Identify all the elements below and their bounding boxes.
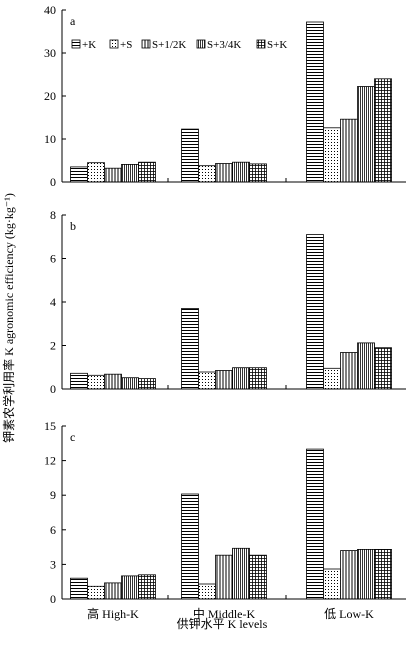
y-tick-label-a-0: 0	[50, 175, 56, 189]
legend-item-3: S+1/2K	[141, 39, 186, 51]
bar-b-1-5	[138, 378, 156, 390]
legend-label-4: S+3/4K	[207, 39, 241, 51]
bar-b-1-3	[104, 373, 122, 390]
bar-a-3-2	[323, 127, 341, 183]
bar-a-3-1	[306, 21, 324, 183]
bar-a-3-5	[374, 78, 392, 183]
panel-c: 0 3 6 9 12 15 c	[44, 419, 406, 606]
bar-c-2-2	[198, 583, 216, 600]
bar-b-2-2	[198, 371, 216, 390]
bar-b-2-5	[249, 367, 267, 390]
bar-c-1-3	[104, 582, 122, 600]
bar-b-3-2	[323, 367, 341, 390]
bar-c-2-5	[249, 554, 267, 600]
legend-item-1: +K	[71, 39, 96, 51]
category-label-2: 中 Middle-K	[193, 606, 256, 621]
legend-label-1: +K	[82, 39, 96, 51]
legend-swatch-4	[196, 39, 206, 49]
y-tick-label-c-3: 9	[50, 488, 56, 502]
y-tick-label-a-2: 20	[44, 89, 56, 103]
legend: +K +S S+1/2K S+3/4K S+K	[71, 39, 287, 51]
bar-c-3-4	[357, 549, 375, 600]
x-axis-label: 供钾水平 K levels	[177, 617, 268, 631]
bar-b-2-4	[232, 367, 250, 390]
bar-a-1-1	[70, 166, 88, 183]
bar-b-3-1	[306, 234, 324, 390]
bar-c-3-1	[306, 448, 324, 600]
bar-c-1-2	[87, 585, 105, 600]
panel-label-c: c	[70, 430, 75, 444]
bar-c-3-3	[340, 550, 358, 600]
bar-b-3-4	[357, 342, 375, 390]
category-labels: 高 High-K 中 Middle-K 低 Low-K	[87, 606, 374, 621]
bar-b-1-2	[87, 374, 105, 390]
legend-swatch-1	[71, 39, 81, 49]
legend-swatch-3	[141, 39, 151, 49]
bar-c-2-1	[181, 493, 199, 600]
panel-b: 0 2 4 6 8b	[50, 208, 406, 396]
bar-a-3-4	[357, 86, 375, 183]
bar-b-2-3	[215, 370, 233, 390]
bar-a-2-3	[215, 163, 233, 183]
y-tick-label-b-2: 4	[50, 295, 56, 309]
bar-b-1-1	[70, 372, 88, 390]
bar-c-1-1	[70, 577, 88, 600]
bar-c-2-3	[215, 554, 233, 600]
bar-a-3-3	[340, 118, 358, 183]
bar-b-3-3	[340, 352, 358, 390]
y-tick-label-a-3: 30	[44, 46, 56, 60]
category-label-1: 高 High-K	[87, 606, 139, 621]
bar-b-2-1	[181, 308, 199, 390]
panel-label-a: a	[70, 14, 76, 28]
y-tick-label-a-1: 10	[44, 132, 56, 146]
bar-c-3-2	[323, 568, 341, 600]
bar-a-2-5	[249, 163, 267, 183]
y-tick-label-c-0: 0	[50, 592, 56, 606]
bar-a-1-4	[121, 163, 139, 183]
bar-a-1-5	[138, 161, 156, 183]
y-tick-label-b-0: 0	[50, 382, 56, 396]
y-tick-label-c-2: 6	[50, 523, 56, 537]
legend-swatch-2	[109, 39, 119, 49]
legend-item-4: S+3/4K	[196, 39, 241, 51]
legend-item-5: S+K	[256, 39, 287, 51]
y-tick-label-c-5: 15	[44, 419, 56, 433]
category-label-3: 低 Low-K	[324, 607, 374, 621]
y-tick-label-c-4: 12	[44, 454, 56, 468]
panel-a: 0 10 20 30 40 a	[44, 3, 406, 189]
bar-c-3-5	[374, 549, 392, 600]
bar-a-2-1	[181, 128, 199, 183]
bar-c-2-4	[232, 547, 250, 600]
bar-b-3-5	[374, 347, 392, 390]
bar-a-1-3	[104, 167, 122, 183]
bar-a-2-4	[232, 161, 250, 183]
y-tick-label-c-1: 3	[50, 557, 56, 571]
panel-label-b: b	[70, 219, 76, 233]
legend-item-2: +S	[109, 39, 132, 51]
bar-c-1-5	[138, 574, 156, 600]
y-tick-label-b-1: 2	[50, 339, 56, 353]
legend-label-5: S+K	[267, 39, 287, 51]
bar-a-2-2	[198, 165, 216, 183]
y-axis-label: 钾素农学利用率 K agronomic efficiency (kg·kg⁻¹)	[1, 193, 16, 443]
y-tick-label-b-4: 8	[50, 208, 56, 222]
legend-label-3: S+1/2K	[152, 39, 186, 51]
legend-label-2: +S	[120, 39, 132, 51]
chart-panels: 0 10 20 30 40 a 0 2 4 6 8b 0 3 6 9 12 15 c 高 High-K 中 Middl…	[44, 3, 406, 621]
bar-a-1-2	[87, 162, 105, 183]
y-tick-label-b-3: 6	[50, 252, 56, 266]
legend-swatch-5	[256, 39, 266, 49]
bar-b-1-4	[121, 377, 139, 390]
bar-c-1-4	[121, 575, 139, 600]
y-tick-label-a-4: 40	[44, 3, 56, 17]
